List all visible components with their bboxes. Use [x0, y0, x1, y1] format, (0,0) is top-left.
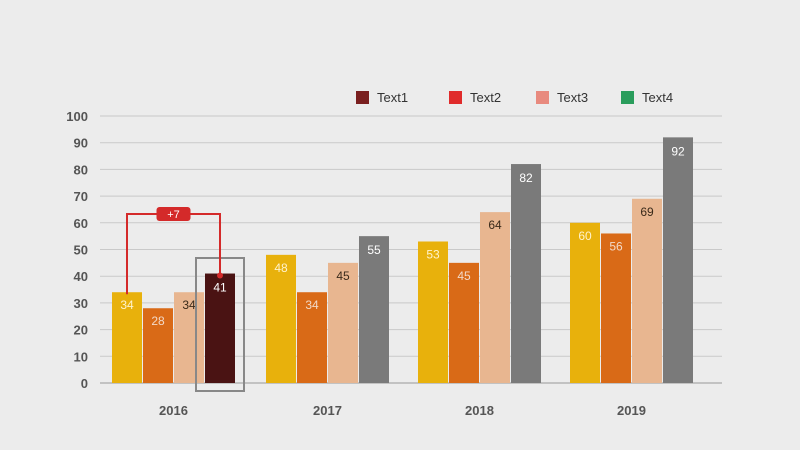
bar-2017-text1 — [266, 254, 296, 383]
y-tick-label: 90 — [74, 136, 88, 151]
x-tick-label: 2016 — [159, 403, 188, 418]
data-label: 28 — [151, 314, 165, 328]
bar-2018-text2 — [449, 262, 479, 383]
legend-swatch — [449, 91, 462, 104]
data-label: 56 — [609, 239, 623, 253]
legend-label: Text1 — [377, 90, 408, 105]
data-label: 69 — [640, 205, 654, 219]
bar-2016-text1 — [112, 292, 142, 383]
difference-callout: +7 — [126, 207, 245, 392]
bar-2016-text2 — [143, 308, 173, 383]
y-tick-label: 100 — [66, 109, 88, 124]
data-label: 82 — [519, 171, 533, 185]
bar-2019-text3 — [632, 198, 662, 383]
bar-2016-text4 — [205, 273, 235, 383]
data-label: 92 — [671, 144, 685, 158]
legend-swatch — [621, 91, 634, 104]
data-label: 45 — [457, 269, 471, 283]
legend-swatch — [356, 91, 369, 104]
data-label: 53 — [426, 247, 440, 261]
legend: Text1 Text2 Text3 Text4 — [356, 90, 673, 105]
y-tick-label: 80 — [74, 162, 88, 177]
bar-2018-text1 — [418, 241, 448, 383]
y-tick-label: 10 — [74, 349, 88, 364]
data-label: 48 — [274, 261, 288, 275]
y-tick-label: 60 — [74, 216, 88, 231]
callout-label: +7 — [167, 209, 180, 221]
callout-badge — [156, 207, 191, 221]
data-label: 60 — [578, 229, 592, 243]
x-axis: 2016 2017 2018 2019 — [159, 403, 646, 418]
data-label: 34 — [182, 298, 196, 312]
legend-label: Text3 — [557, 90, 588, 105]
y-tick-label: 70 — [74, 189, 88, 204]
y-tick-label: 0 — [81, 376, 88, 391]
data-label: 34 — [120, 298, 134, 312]
y-tick-label: 30 — [74, 296, 88, 311]
bar-2017-text3 — [328, 262, 358, 383]
legend-label: Text4 — [642, 90, 673, 105]
data-label: 55 — [367, 243, 381, 257]
bar-2019-text2 — [601, 233, 631, 383]
data-label: 34 — [305, 298, 319, 312]
y-tick-label: 50 — [74, 243, 88, 258]
legend-swatch — [536, 91, 549, 104]
y-tick-label: 40 — [74, 269, 88, 284]
data-label: 41 — [213, 281, 227, 295]
callout-dot — [217, 272, 223, 279]
legend-label: Text2 — [470, 90, 501, 105]
x-tick-label: 2019 — [617, 403, 646, 418]
x-tick-label: 2018 — [465, 403, 494, 418]
bar-2019-text1 — [570, 222, 600, 383]
data-label: 45 — [336, 269, 350, 283]
bars-group — [112, 137, 693, 383]
bar-2017-text2 — [297, 292, 327, 383]
bar-2018-text3 — [480, 212, 510, 383]
bar-2019-text4 — [663, 137, 693, 383]
x-tick-label: 2017 — [313, 403, 342, 418]
y-tick-label: 20 — [74, 323, 88, 338]
bar-2017-text4 — [359, 236, 389, 383]
bar-2016-text3 — [174, 292, 204, 383]
bar-2018-text4 — [511, 164, 541, 383]
data-label: 64 — [488, 218, 502, 232]
y-axis: 0 10 20 30 40 50 60 70 80 90 100 — [66, 109, 88, 391]
data-labels: 34 28 34 41 48 34 45 55 53 45 64 82 60 56 69 92 — [120, 144, 685, 328]
